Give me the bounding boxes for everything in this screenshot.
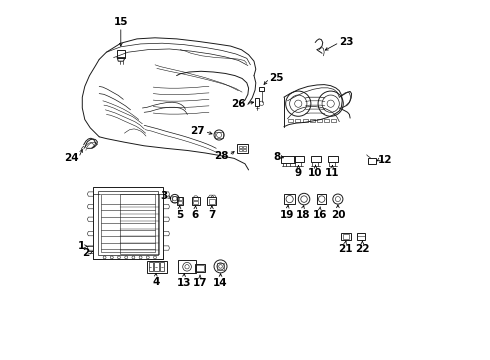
Text: 27: 27 [190, 126, 205, 136]
Text: 17: 17 [193, 278, 207, 288]
Text: 22: 22 [355, 244, 369, 254]
Bar [172, 196, 177, 202]
Bar [239, 149, 242, 151]
Bar [342, 233, 351, 240]
Bar [192, 197, 199, 205]
Bar [288, 119, 293, 122]
Bar [243, 149, 246, 151]
Bar [193, 197, 198, 200]
Text: 19: 19 [280, 210, 294, 220]
Text: 4: 4 [152, 277, 159, 287]
Text: 3: 3 [160, 191, 167, 201]
Bar [295, 119, 300, 122]
Bar [368, 158, 376, 164]
Bar [120, 194, 159, 254]
Bar [357, 233, 365, 240]
Bar [317, 119, 322, 122]
Bar [147, 261, 167, 273]
Text: 13: 13 [176, 278, 191, 288]
Bar [311, 156, 320, 162]
Text: 7: 7 [208, 210, 216, 220]
Bar [217, 263, 224, 270]
Bar [178, 201, 182, 204]
Bar [207, 197, 216, 205]
Bar [237, 144, 248, 153]
Bar [216, 132, 222, 138]
Bar [294, 156, 304, 162]
Text: 20: 20 [331, 210, 345, 220]
Text: 28: 28 [214, 150, 229, 161]
Bar [239, 146, 242, 148]
Bar [317, 194, 326, 204]
Bar [343, 234, 349, 239]
Text: 25: 25 [270, 73, 284, 84]
Bar [195, 264, 205, 272]
Text: 1: 1 [78, 241, 85, 251]
Bar [255, 98, 259, 106]
Text: 9: 9 [294, 168, 302, 178]
Text: 10: 10 [308, 168, 323, 178]
Text: 14: 14 [213, 278, 228, 288]
Text: 15: 15 [114, 17, 128, 27]
Bar [243, 146, 246, 148]
Bar [331, 119, 337, 122]
Bar [324, 119, 329, 122]
Bar [178, 197, 182, 200]
Bar [196, 265, 204, 271]
Text: 23: 23 [339, 37, 354, 48]
Bar [148, 262, 153, 271]
Bar [178, 260, 196, 273]
Text: 11: 11 [325, 168, 340, 178]
Bar [284, 194, 295, 204]
Text: 6: 6 [192, 210, 199, 220]
Bar [303, 119, 308, 122]
Bar [209, 199, 215, 204]
Text: 26: 26 [231, 99, 245, 109]
Bar [160, 262, 164, 271]
Text: 16: 16 [313, 210, 327, 220]
Bar [98, 191, 158, 255]
Bar [193, 201, 198, 204]
Text: 12: 12 [378, 155, 392, 165]
Text: 2: 2 [82, 248, 90, 258]
Text: 8: 8 [273, 152, 280, 162]
Text: 18: 18 [295, 210, 310, 220]
Bar [93, 187, 163, 259]
Bar [310, 119, 315, 122]
Text: 21: 21 [338, 244, 352, 254]
Bar [176, 197, 183, 205]
Text: 24: 24 [64, 153, 79, 163]
Bar [117, 50, 125, 58]
Bar [259, 87, 265, 91]
Bar [328, 156, 338, 162]
Bar [281, 156, 294, 163]
Text: 5: 5 [176, 210, 183, 220]
Bar [154, 262, 159, 271]
Bar [101, 194, 155, 252]
